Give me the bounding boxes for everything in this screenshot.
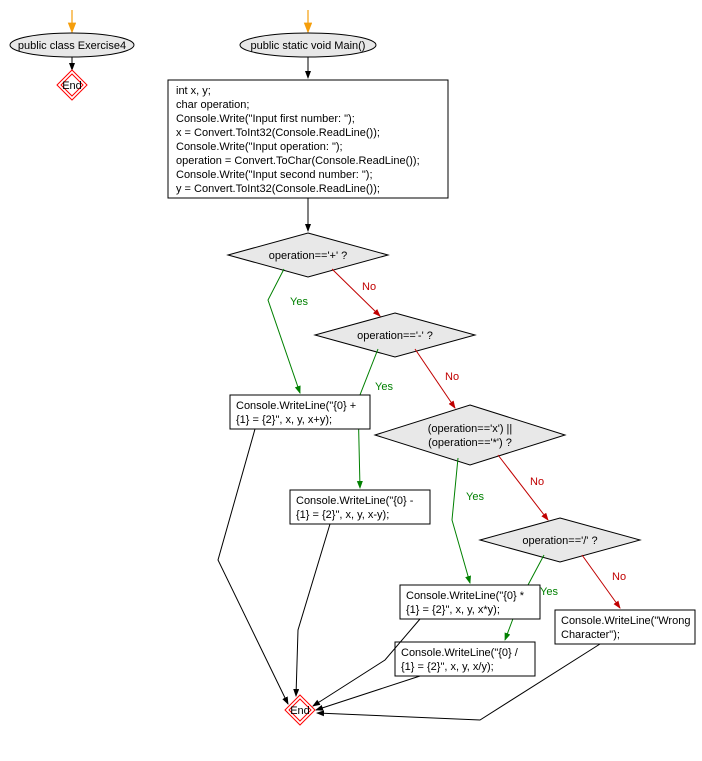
- edge-plus-yes: [268, 269, 300, 393]
- edge-mul-yes: [452, 458, 470, 583]
- label-class-decl: public class Exercise4: [18, 40, 126, 52]
- label-mul-yes: Yes: [466, 491, 484, 503]
- init-line-5: operation = Convert.ToChar(Console.ReadL…: [176, 155, 420, 167]
- out-wrong-1: Character");: [561, 629, 620, 641]
- init-line-6: Console.Write("Input second number: ");: [176, 169, 373, 181]
- out-div-0: Console.WriteLine("{0} /: [401, 647, 519, 659]
- out-mul-0: Console.WriteLine("{0} *: [406, 590, 525, 602]
- flowchart-canvas: public class Exercise4 End public static…: [0, 0, 702, 761]
- out-plus-1: {1} = {2}", x, y, x+y);: [236, 414, 332, 426]
- init-line-3: x = Convert.ToInt32(Console.ReadLine());: [176, 127, 380, 139]
- label-main-decl: public static void Main(): [251, 40, 366, 52]
- label-cond-plus: operation=='+' ?: [269, 250, 348, 262]
- label-div-no: No: [612, 571, 626, 583]
- label-minus-yes: Yes: [375, 381, 393, 393]
- label-cond-div: operation=='/' ?: [522, 535, 597, 547]
- edge-plus-to-end: [218, 429, 288, 704]
- label-cond-mul-0: (operation=='x') ||: [428, 423, 513, 435]
- init-line-2: Console.Write("Input first number: ");: [176, 113, 355, 125]
- label-minus-no: No: [445, 371, 459, 383]
- node-class-end: End: [57, 70, 87, 100]
- label-cond-minus: operation=='-' ?: [357, 330, 433, 342]
- label-div-yes: Yes: [540, 586, 558, 598]
- init-line-0: int x, y;: [176, 85, 211, 97]
- label-main-end: End: [290, 705, 310, 717]
- init-line-1: char operation;: [176, 99, 249, 111]
- node-main-end: End: [285, 695, 315, 725]
- label-plus-no: No: [362, 281, 376, 293]
- out-div-1: {1} = {2}", x, y, x/y);: [401, 661, 494, 673]
- init-line-4: Console.Write("Input operation: ");: [176, 141, 343, 153]
- label-plus-yes: Yes: [290, 296, 308, 308]
- out-wrong-0: Console.WriteLine("Wrong: [561, 615, 690, 627]
- node-cond-mul: [375, 405, 565, 465]
- edge-div-to-end: [316, 676, 420, 710]
- out-minus-1: {1} = {2}", x, y, x-y);: [296, 509, 389, 521]
- label-mul-no: No: [530, 476, 544, 488]
- edge-minus-to-end: [296, 524, 330, 696]
- label-class-end: End: [62, 80, 82, 92]
- label-cond-mul-1: (operation=='*') ?: [428, 437, 512, 449]
- out-plus-0: Console.WriteLine("{0} +: [236, 400, 356, 412]
- out-minus-0: Console.WriteLine("{0} -: [296, 495, 414, 507]
- out-mul-1: {1} = {2}", x, y, x*y);: [406, 604, 500, 616]
- init-line-7: y = Convert.ToInt32(Console.ReadLine());: [176, 183, 380, 195]
